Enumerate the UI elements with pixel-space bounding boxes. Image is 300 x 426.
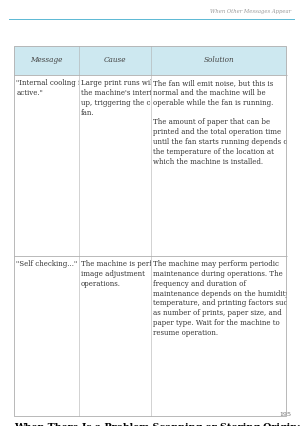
Bar [14,46,286,75]
Text: When There Is a Problem Scanning or Storing Originals: When There Is a Problem Scanning or Stor… [14,423,300,426]
Text: "Internal cooling fan is
active.": "Internal cooling fan is active." [16,79,98,97]
Text: "Self checking...": "Self checking..." [16,260,77,268]
Bar [14,46,286,416]
Text: Cause: Cause [104,57,127,64]
Text: The fan will emit noise, but this is
normal and the machine will be
operable whi: The fan will emit noise, but this is nor… [153,79,292,166]
Text: Solution: Solution [204,57,234,64]
Text: Large print runs will cause
the machine's interior to heat
up, triggering the co: Large print runs will cause the machine'… [81,79,187,117]
Text: Message: Message [31,57,63,64]
Bar [14,75,286,256]
Bar [14,256,286,416]
Text: The machine may perform periodic
maintenance during operations. The
frequency an: The machine may perform periodic mainten… [153,260,292,337]
Text: When Other Messages Appear: When Other Messages Appear [210,9,291,14]
Text: The machine is performing
image adjustment
operations.: The machine is performing image adjustme… [81,260,178,288]
Text: 195: 195 [279,412,291,417]
